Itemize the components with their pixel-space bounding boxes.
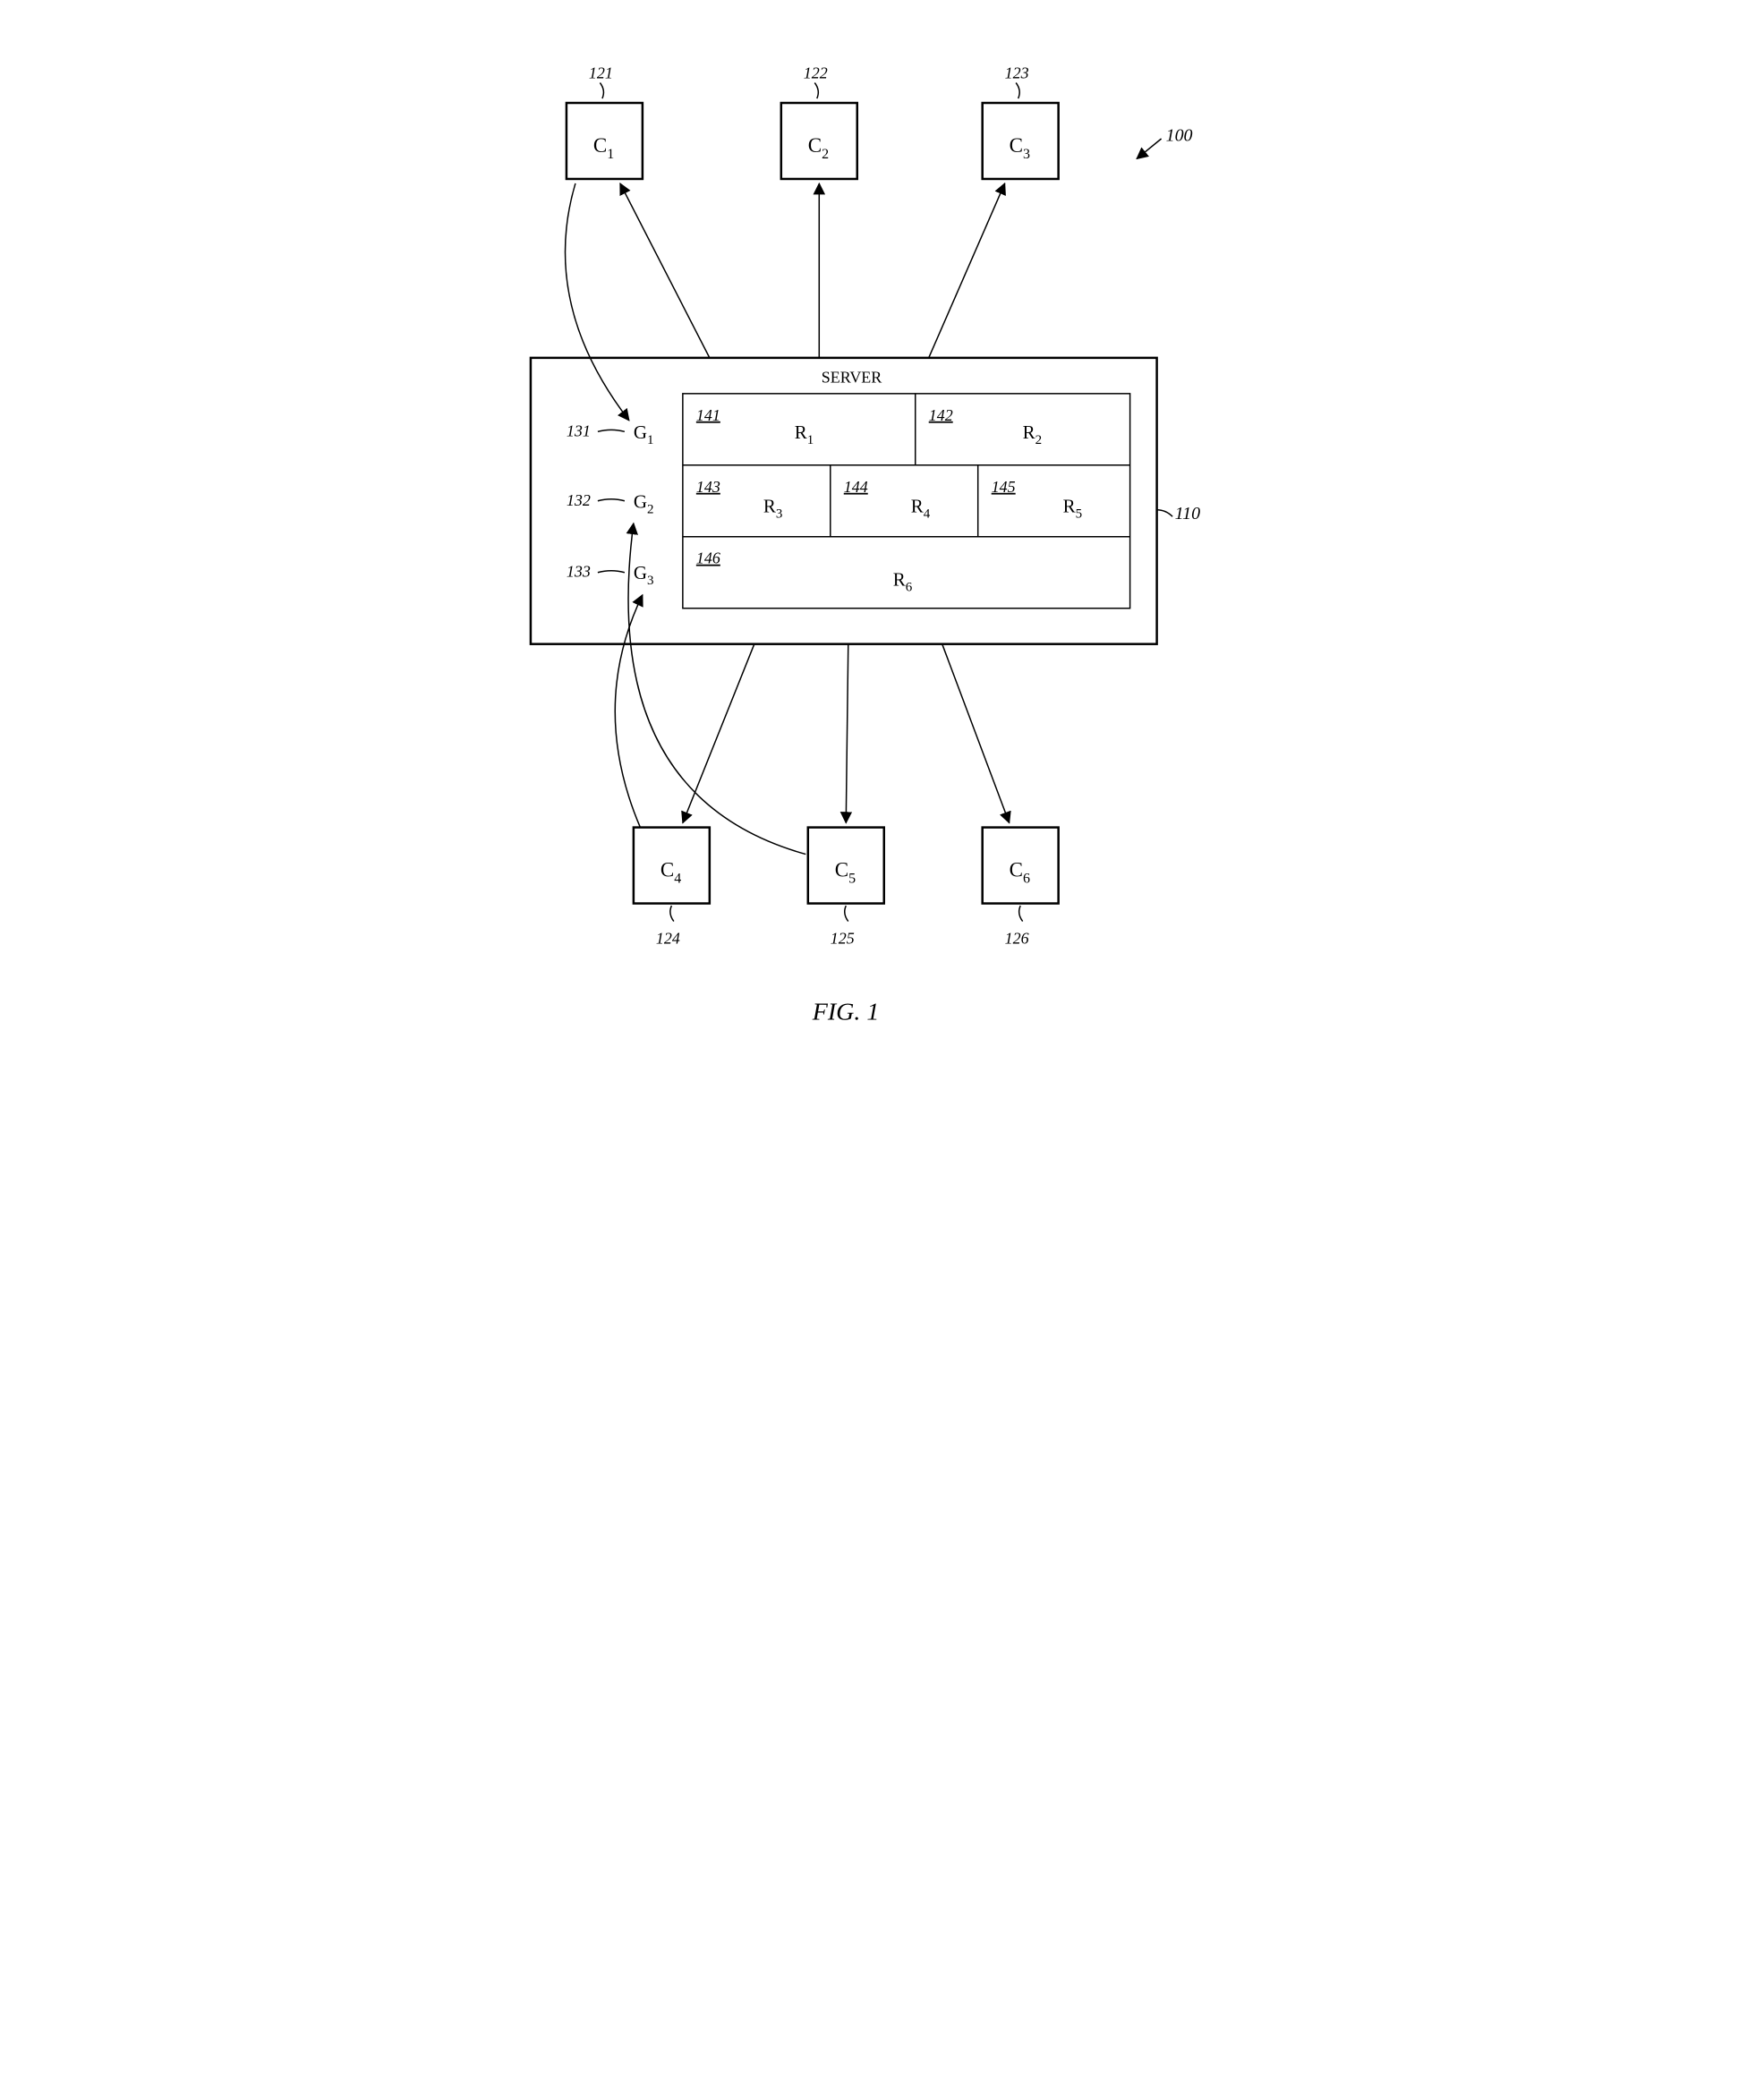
arrow-c1-g1 [566,183,629,421]
svg-text:C2: C2 [808,134,829,162]
ref-131: 131 [567,421,591,439]
svg-text:110: 110 [1175,504,1200,524]
ref-142: 142 [929,406,953,424]
client-c5: C5 125 [808,828,884,948]
arrow-server-c6 [942,644,1010,823]
svg-text:C5: C5 [835,859,856,887]
server-box: SERVER 141 R1 142 R2 143 R3 144 R4 145 R… [531,358,1157,644]
svg-text:R6: R6 [893,569,913,595]
ref-146: 146 [696,549,720,567]
ref-133: 133 [567,563,591,581]
group-g2: G2 [634,490,654,516]
svg-text:R5: R5 [1063,495,1082,521]
svg-text:R2: R2 [1023,421,1043,447]
arrow-server-c1 [620,183,710,358]
ref-143: 143 [696,478,720,496]
ref-123: 123 [1005,64,1029,82]
client-c6: C6 126 [983,828,1059,948]
ref-100: 100 [1137,125,1192,158]
arrow-server-c4 [683,644,754,823]
ref-124: 124 [656,930,680,948]
svg-text:C4: C4 [660,859,681,887]
figure-caption: FIG. 1 [812,998,880,1026]
client-c3: C3 123 [983,64,1059,179]
ref-121: 121 [589,64,613,82]
ref-122: 122 [804,64,828,82]
arrow-c5-g2 [628,524,805,855]
arrow-server-c3 [929,183,1005,358]
ref-125: 125 [831,930,855,948]
ref-126: 126 [1005,930,1029,948]
svg-text:R1: R1 [795,421,814,447]
svg-text:R3: R3 [763,495,783,521]
ref-110: 110 [1157,504,1200,524]
group-g1: G1 [634,421,654,447]
group-g3: G3 [634,562,654,588]
svg-text:R4: R4 [911,495,931,521]
figure-1: C1 121 C2 122 C3 123 100 SERVER 141 [441,36,1323,1074]
client-c2: C2 122 [781,64,857,179]
client-c4: C4 124 [634,828,710,948]
client-c1: C1 121 [567,64,643,179]
ref-132: 132 [567,491,591,509]
ref-144: 144 [844,478,868,496]
svg-text:C3: C3 [1010,134,1030,162]
ref-145: 145 [992,478,1016,496]
arrow-server-c5 [846,644,848,823]
ref-141: 141 [696,406,720,424]
svg-text:C1: C1 [593,134,614,162]
svg-text:100: 100 [1166,125,1193,145]
svg-text:C6: C6 [1010,859,1030,887]
server-label: SERVER [822,368,882,386]
